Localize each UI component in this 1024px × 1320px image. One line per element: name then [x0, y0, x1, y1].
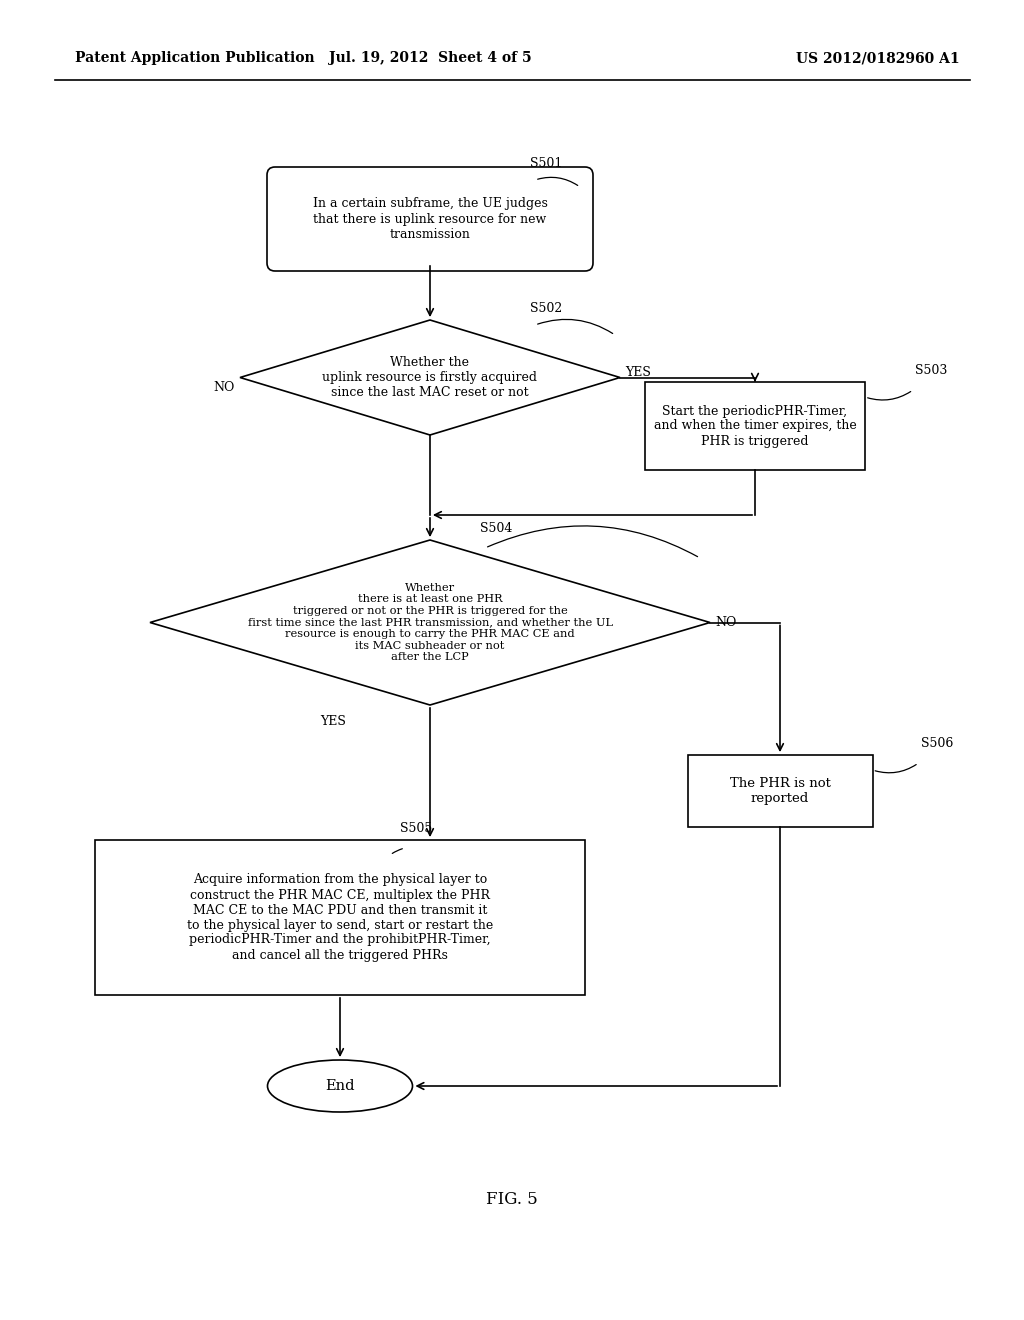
Polygon shape	[240, 319, 620, 436]
Bar	[687, 755, 872, 828]
Text: S505: S505	[400, 822, 432, 836]
Text: S502: S502	[530, 302, 562, 315]
FancyBboxPatch shape	[267, 168, 593, 271]
Text: YES: YES	[319, 715, 346, 729]
Bar	[95, 840, 585, 995]
Bar	[645, 381, 865, 470]
Polygon shape	[150, 540, 710, 705]
Text: YES: YES	[625, 366, 651, 379]
Text: Patent Application Publication: Patent Application Publication	[75, 51, 314, 65]
Text: S506: S506	[921, 737, 953, 750]
Text: S504: S504	[480, 521, 512, 535]
Text: In a certain subframe, the UE judges
that there is uplink resource for new
trans: In a certain subframe, the UE judges tha…	[312, 198, 548, 240]
Text: Whether the
uplink resource is firstly acquired
since the last MAC reset or not: Whether the uplink resource is firstly a…	[323, 356, 538, 399]
Text: The PHR is not
reported: The PHR is not reported	[729, 777, 830, 805]
Ellipse shape	[267, 1060, 413, 1111]
Text: Whether
there is at least one PHR
triggered or not or the PHR is triggered for t: Whether there is at least one PHR trigge…	[248, 582, 612, 663]
Text: US 2012/0182960 A1: US 2012/0182960 A1	[797, 51, 961, 65]
Text: Jul. 19, 2012  Sheet 4 of 5: Jul. 19, 2012 Sheet 4 of 5	[329, 51, 531, 65]
Text: Acquire information from the physical layer to
construct the PHR MAC CE, multipl: Acquire information from the physical la…	[186, 874, 494, 961]
Text: S503: S503	[915, 364, 947, 378]
Text: NO: NO	[715, 616, 736, 630]
Text: NO: NO	[214, 381, 234, 393]
Text: End: End	[326, 1078, 354, 1093]
Text: S501: S501	[530, 157, 562, 170]
Text: FIG. 5: FIG. 5	[486, 1192, 538, 1209]
Text: Start the periodicPHR-Timer,
and when the timer expires, the
PHR is triggered: Start the periodicPHR-Timer, and when th…	[653, 404, 856, 447]
